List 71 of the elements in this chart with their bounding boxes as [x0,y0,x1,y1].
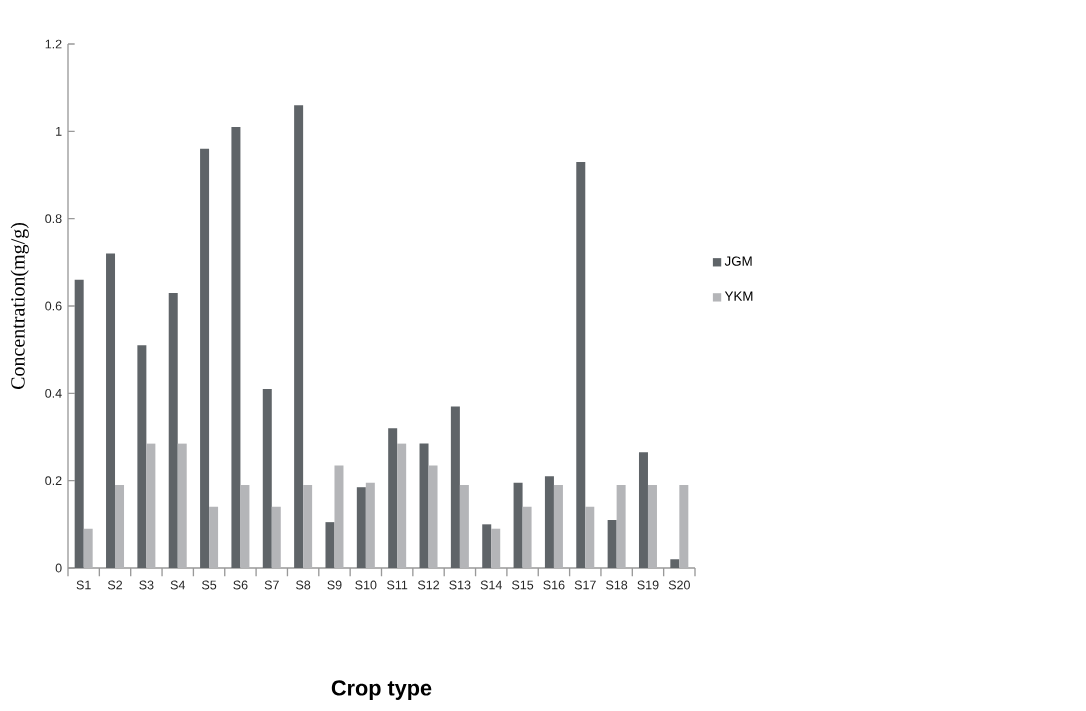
y-tick-label: 1.2 [45,39,62,49]
bar [397,443,407,568]
x-tick-label: S14 [480,580,502,590]
bar [388,428,398,568]
bar [450,406,460,568]
bar [209,506,219,568]
x-tick-label: S18 [606,580,628,590]
bar [419,443,429,568]
bar [428,465,438,568]
x-tick-label: S13 [449,580,471,590]
x-tick-label: S19 [637,580,659,590]
x-tick-label: S17 [574,580,596,590]
x-tick-label: S4 [170,580,186,590]
x-tick-label: S5 [202,580,217,590]
bar [137,345,147,568]
bar [146,443,156,568]
y-tick-label: 0.8 [45,214,62,224]
x-tick-label: S2 [107,580,123,590]
bar [106,253,116,568]
bar [522,506,532,568]
y-tick-label: 0 [55,563,62,573]
y-tick-label: 0.6 [45,301,62,311]
legend-label: JGM [724,256,752,266]
bar [482,524,492,568]
bar [271,506,281,568]
x-tick-label: S9 [327,580,342,590]
bar [616,485,626,568]
x-tick-label: S20 [668,580,690,590]
x-tick-label: S10 [355,580,377,590]
bar [262,388,272,568]
bar [491,528,501,568]
x-tick-label: S3 [139,580,154,590]
bar [638,452,648,568]
bar [544,476,554,568]
legend-label: YKM [724,291,753,301]
bar [74,279,84,568]
bar [325,522,335,568]
bar [679,485,689,568]
y-tick-label: 0.2 [45,476,62,486]
bar [607,519,617,568]
y-tick-label: 0.4 [45,388,62,398]
bar [647,485,657,568]
y-axis-title: Concentration(mg/g) [10,222,29,390]
bar [231,126,241,568]
x-tick-label: S1 [76,580,91,590]
x-axis-title: Crop type [331,680,432,700]
bar [576,161,586,568]
bar [294,105,304,568]
bar [670,559,680,568]
x-tick-label: S6 [233,580,248,590]
bar [356,487,366,568]
x-tick-label: S8 [296,580,311,590]
bar [513,482,523,568]
y-tick-label: 1 [56,127,62,136]
bar [168,292,178,568]
bar [365,482,375,568]
x-tick-label: S11 [387,580,408,590]
bar [115,485,125,568]
bar [83,528,93,568]
bar [585,506,595,568]
x-tick-label: S16 [543,580,565,590]
bar [240,485,250,568]
bar [177,443,187,568]
bar [303,485,313,568]
x-tick-label: S7 [264,580,279,590]
bar [200,148,210,568]
bar [553,485,563,568]
x-tick-label: S15 [512,580,534,590]
bar [334,465,344,568]
x-tick-label: S12 [417,580,440,590]
bar [459,485,469,568]
